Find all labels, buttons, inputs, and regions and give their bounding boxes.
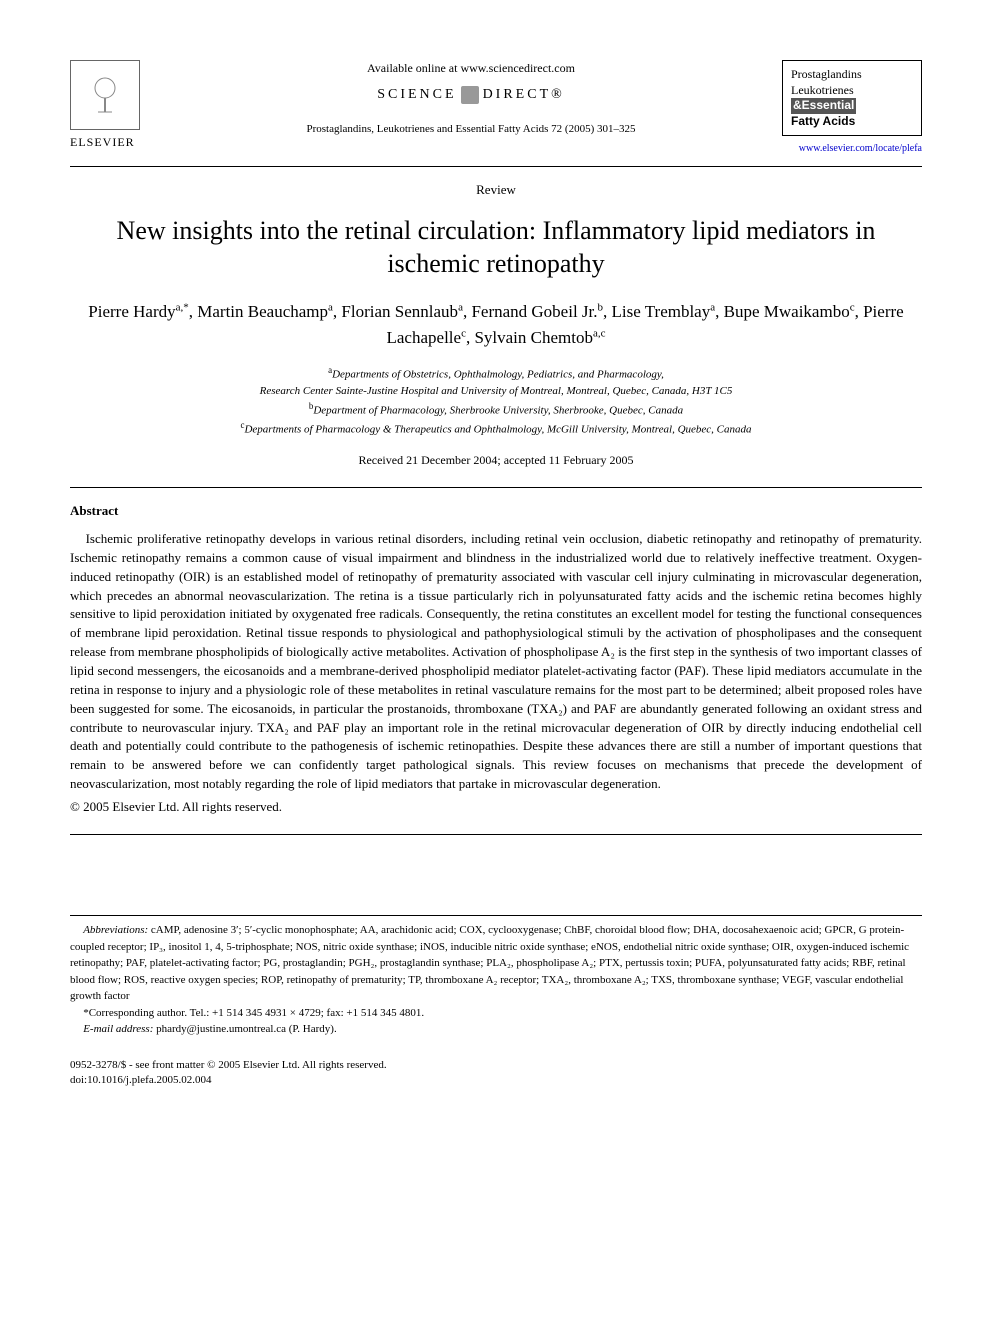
footnotes: Abbreviations: cAMP, adenosine 3′; 5′-cy… xyxy=(70,915,922,1038)
center-header: Available online at www.sciencedirect.co… xyxy=(160,60,782,138)
footer-info: 0952-3278/$ - see front matter © 2005 El… xyxy=(70,1058,922,1089)
citation-line: Prostaglandins, Leukotrienes and Essenti… xyxy=(180,122,762,137)
copyright-line: © 2005 Elsevier Ltd. All rights reserved… xyxy=(70,798,922,816)
abstract-heading: Abstract xyxy=(70,502,922,520)
publisher-logo: ELSEVIER xyxy=(70,60,160,151)
journal-cover-box: Prostaglandins Leukotrienes &Essential F… xyxy=(782,60,922,136)
front-matter-line: 0952-3278/$ - see front matter © 2005 El… xyxy=(70,1058,922,1073)
article-type: Review xyxy=(70,181,922,199)
header-divider xyxy=(70,166,922,167)
doi-line: doi:10.1016/j.plefa.2005.02.004 xyxy=(70,1073,922,1088)
journal-block: Prostaglandins Leukotrienes &Essential F… xyxy=(782,60,922,156)
abbrev-label: Abbreviations: xyxy=(83,924,148,936)
affiliations: aDepartments of Obstetrics, Ophthalmolog… xyxy=(70,364,922,438)
elsevier-tree-icon xyxy=(70,60,140,130)
journal-line3: &Essential xyxy=(791,98,856,114)
abstract-divider xyxy=(70,834,922,835)
abbreviations: Abbreviations: cAMP, adenosine 3′; 5′-cy… xyxy=(70,922,922,1005)
email-label: E-mail address: xyxy=(83,1023,153,1035)
abstract-body: Ischemic proliferative retinopathy devel… xyxy=(70,530,922,794)
header-row: ELSEVIER Available online at www.science… xyxy=(70,60,922,156)
email-line: E-mail address: phardy@justine.umontreal… xyxy=(70,1021,922,1038)
journal-url[interactable]: www.elsevier.com/locate/plefa xyxy=(782,142,922,156)
publisher-name: ELSEVIER xyxy=(70,134,160,151)
journal-line4: Fatty Acids xyxy=(791,114,913,130)
article-title: New insights into the retinal circulatio… xyxy=(70,214,922,282)
authors-list: Pierre Hardya,*, Martin Beauchampa, Flor… xyxy=(70,299,922,350)
sd-text-left: SCIENCE xyxy=(377,85,456,105)
journal-line2: Leukotrienes xyxy=(791,83,913,99)
sd-text-right: DIRECT® xyxy=(483,85,565,105)
sd-globe-icon xyxy=(461,86,479,104)
corresponding-author: *Corresponding author. Tel.: +1 514 345 … xyxy=(70,1005,922,1022)
dates-divider xyxy=(70,487,922,488)
journal-line1: Prostaglandins xyxy=(791,67,913,83)
science-direct-logo: SCIENCE DIRECT® xyxy=(180,85,762,105)
available-online-text: Available online at www.sciencedirect.co… xyxy=(180,60,762,77)
email-address[interactable]: phardy@justine.umontreal.ca (P. Hardy). xyxy=(153,1023,336,1035)
abbrev-text: cAMP, adenosine 3′; 5′-cyclic monophosph… xyxy=(70,924,909,1002)
article-dates: Received 21 December 2004; accepted 11 F… xyxy=(70,452,922,469)
